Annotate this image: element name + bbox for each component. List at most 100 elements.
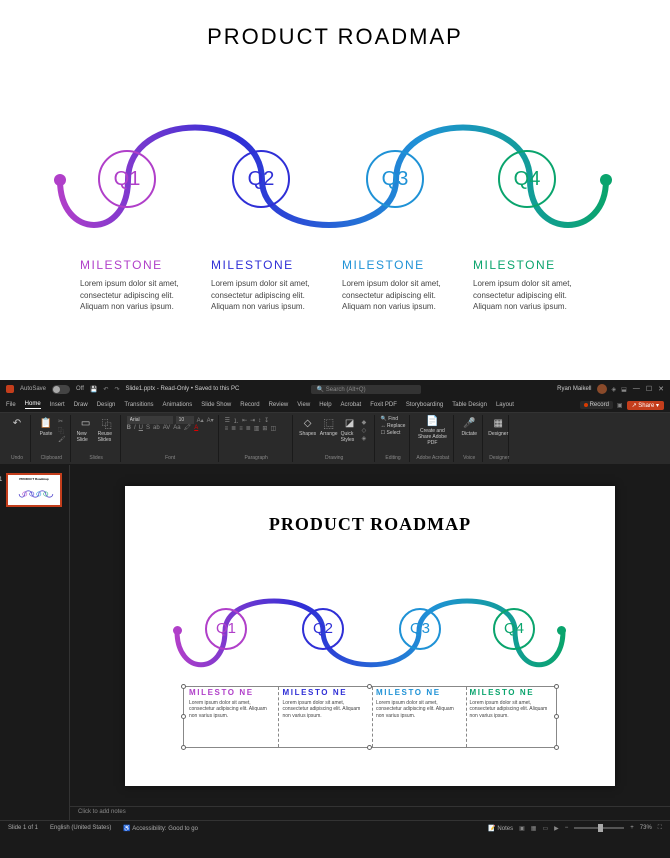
slideshow-view-icon[interactable]: ▶: [554, 825, 559, 832]
user-area[interactable]: Ryan Maikell ◈ ⬓: [557, 384, 627, 394]
dictate-button[interactable]: 🎤Dictate: [460, 416, 478, 444]
slide-milestone-item[interactable]: MILESTO NE Lorem ipsum dolor sit amet, c…: [183, 688, 277, 720]
quick-styles-button[interactable]: ◪Quick Styles: [341, 416, 359, 444]
slide-circle-q1[interactable]: Q1: [205, 608, 247, 650]
sorter-view-icon[interactable]: ▦: [531, 825, 537, 832]
font-size-select[interactable]: [176, 416, 194, 424]
slide-milestone-item[interactable]: MILESTO NE Lorem ipsum dolor sit amet, c…: [464, 688, 558, 720]
fit-slide-icon[interactable]: ⛶: [658, 825, 662, 832]
accessibility-status[interactable]: ♿ Accessibility: Good to go: [123, 825, 198, 832]
smartart-icon[interactable]: ◫: [270, 425, 276, 432]
justify-icon[interactable]: ≣: [246, 425, 251, 432]
slide-circle-q4[interactable]: Q4: [493, 608, 535, 650]
ribbon-display-icon[interactable]: ⬓: [621, 386, 627, 393]
search-input[interactable]: 🔍 Search (Alt+Q): [311, 385, 421, 394]
slide-thumbnail[interactable]: 1 PRODUCT Roadmap: [6, 473, 62, 507]
tab-foxit[interactable]: Foxit PDF: [370, 402, 397, 408]
case-icon[interactable]: Aa: [173, 425, 180, 431]
bold-icon[interactable]: B: [127, 425, 131, 431]
zoom-out-button[interactable]: −: [565, 825, 569, 831]
cut-icon[interactable]: ✂: [58, 418, 66, 425]
tab-slideshow[interactable]: Slide Show: [201, 402, 231, 408]
undo-button[interactable]: ↶: [8, 416, 26, 444]
inc-indent-icon[interactable]: ⇥: [250, 417, 255, 424]
columns-icon[interactable]: ▥: [254, 425, 260, 432]
undo-icon[interactable]: ↶: [103, 386, 108, 393]
char-spacing-icon[interactable]: AV: [163, 425, 171, 431]
numbering-icon[interactable]: ⒈: [233, 416, 239, 425]
tab-home[interactable]: Home: [25, 401, 41, 409]
record-button[interactable]: Record: [580, 401, 613, 409]
resize-handle[interactable]: [181, 745, 186, 750]
copy-icon[interactable]: ⿻: [58, 426, 66, 435]
slide-circle-q3[interactable]: Q3: [399, 608, 441, 650]
close-button[interactable]: ✕: [658, 385, 664, 393]
zoom-value[interactable]: 73%: [640, 825, 652, 831]
notes-toggle[interactable]: 📝 Notes: [488, 825, 513, 832]
share-button[interactable]: ↗ Share ▾: [627, 401, 664, 410]
slide[interactable]: PRODUCT ROADMAP: [125, 486, 615, 786]
align-right-icon[interactable]: ≡: [239, 426, 243, 432]
dec-indent-icon[interactable]: ⇤: [242, 417, 247, 424]
select-button[interactable]: ☐ Select: [381, 430, 406, 436]
font-color-icon[interactable]: A: [194, 425, 198, 431]
slide-milestone-item[interactable]: MILESTO NE Lorem ipsum dolor sit amet, c…: [277, 688, 371, 720]
shadow-icon[interactable]: ab: [153, 425, 160, 431]
replace-button[interactable]: ↔ Replace: [381, 423, 406, 429]
find-button[interactable]: 🔍 Find: [381, 416, 406, 422]
underline-icon[interactable]: U: [139, 425, 143, 431]
shapes-button[interactable]: ◇Shapes: [299, 416, 317, 444]
zoom-slider[interactable]: [574, 827, 624, 829]
present-icon[interactable]: ▣: [617, 402, 623, 409]
tab-tabledesign[interactable]: Table Design: [452, 402, 487, 408]
slide-circle-q2[interactable]: Q2: [302, 608, 344, 650]
language[interactable]: English (United States): [50, 825, 111, 831]
line-spacing-icon[interactable]: ↕: [258, 418, 261, 424]
strike-icon[interactable]: S: [146, 425, 150, 431]
tab-record[interactable]: Record: [240, 402, 259, 408]
diamond-icon[interactable]: ◈: [612, 386, 617, 393]
highlight-icon[interactable]: 🖍: [184, 424, 192, 431]
designer-button[interactable]: ▦Designer: [489, 416, 507, 444]
bullets-icon[interactable]: ☰: [225, 417, 230, 424]
text-direction-icon[interactable]: ↧: [264, 417, 269, 424]
tab-transitions[interactable]: Transitions: [124, 402, 153, 408]
tab-help[interactable]: Help: [319, 402, 331, 408]
shape-effects-icon[interactable]: ◈: [362, 435, 367, 442]
maximize-button[interactable]: ☐: [646, 385, 652, 393]
notes-pane[interactable]: Click to add notes: [70, 806, 670, 820]
reuse-slides-button[interactable]: ⿻Reuse Slides: [98, 416, 116, 444]
minimize-button[interactable]: —: [633, 385, 640, 393]
format-painter-icon[interactable]: 🖌: [58, 436, 66, 443]
redo-icon[interactable]: ↷: [114, 386, 119, 393]
tab-review[interactable]: Review: [269, 402, 289, 408]
resize-handle[interactable]: [554, 745, 559, 750]
save-icon[interactable]: 💾: [90, 386, 97, 393]
shrink-font-icon[interactable]: A▾: [207, 417, 214, 424]
tab-layout[interactable]: Layout: [496, 402, 514, 408]
tab-acrobat[interactable]: Acrobat: [341, 402, 362, 408]
align-text-icon[interactable]: ⊞: [262, 425, 267, 432]
grow-font-icon[interactable]: A▴: [197, 417, 204, 424]
paste-button[interactable]: 📋Paste: [37, 416, 55, 444]
shape-fill-icon[interactable]: ◆: [362, 419, 367, 426]
tab-insert[interactable]: Insert: [50, 402, 65, 408]
align-left-icon[interactable]: ≡: [225, 426, 229, 432]
tab-file[interactable]: File: [6, 402, 16, 408]
zoom-in-button[interactable]: +: [630, 825, 634, 831]
reading-view-icon[interactable]: ▭: [542, 825, 548, 832]
autosave-toggle[interactable]: [52, 385, 70, 394]
tab-design[interactable]: Design: [97, 402, 116, 408]
arrange-button[interactable]: ⿺Arrange: [320, 416, 338, 444]
font-name-select[interactable]: [127, 416, 173, 424]
slide-milestone-item[interactable]: MILESTO NE Lorem ipsum dolor sit amet, c…: [370, 688, 464, 720]
tab-view[interactable]: View: [297, 402, 310, 408]
normal-view-icon[interactable]: ▣: [519, 825, 525, 832]
italic-icon[interactable]: I: [134, 425, 136, 431]
tab-draw[interactable]: Draw: [74, 402, 88, 408]
align-center-icon[interactable]: ≣: [231, 425, 236, 432]
canvas[interactable]: PRODUCT ROADMAP: [70, 465, 670, 806]
acrobat-button[interactable]: 📄Create and Share Adobe PDF: [416, 416, 448, 444]
tab-storyboarding[interactable]: Storyboarding: [406, 402, 443, 408]
tab-animations[interactable]: Animations: [163, 402, 193, 408]
